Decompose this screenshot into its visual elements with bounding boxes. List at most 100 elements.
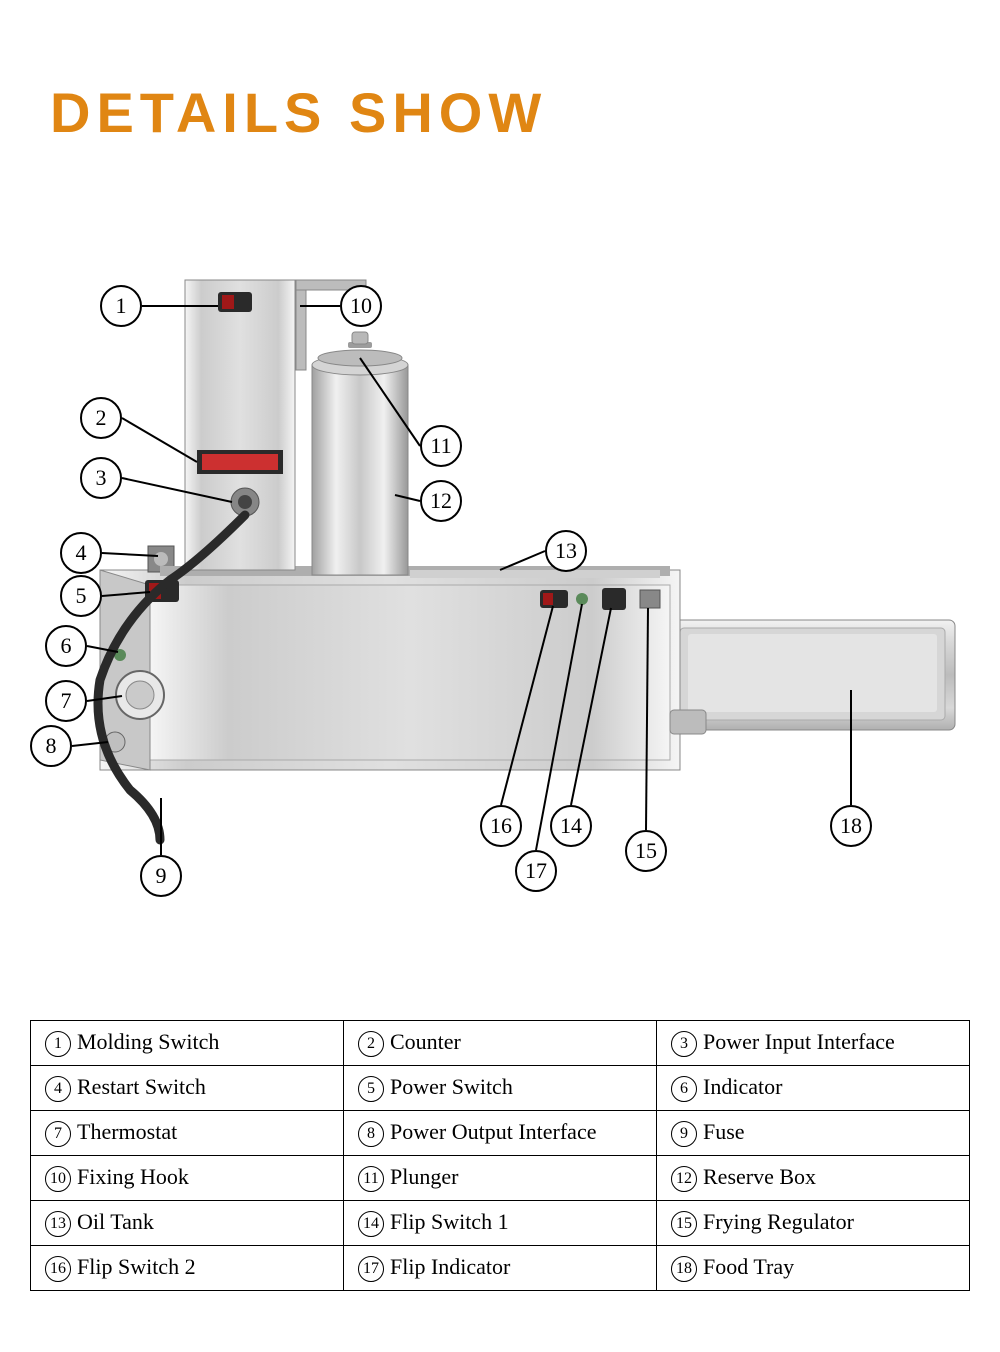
callout-badge-9: 9	[140, 855, 182, 897]
callout: 14	[550, 805, 592, 847]
legend-cell: 8Power Output Interface	[344, 1110, 657, 1155]
legend-num: 6	[671, 1076, 697, 1102]
table-row: 10Fixing Hook 11Plunger 12Reserve Box	[31, 1155, 970, 1200]
legend-cell: 15Frying Regulator	[657, 1200, 970, 1245]
callout: 2	[80, 397, 122, 439]
legend-cell: 6Indicator	[657, 1065, 970, 1110]
legend-cell: 18Food Tray	[657, 1245, 970, 1290]
callout-badge-7: 7	[45, 680, 87, 722]
legend-label: Frying Regulator	[703, 1209, 854, 1234]
legend-cell: 14Flip Switch 1	[344, 1200, 657, 1245]
legend-label: Oil Tank	[77, 1209, 154, 1234]
callout: 3	[80, 457, 122, 499]
callout-badge-18: 18	[830, 805, 872, 847]
callout-badge-11: 11	[420, 425, 462, 467]
legend-cell: 16Flip Switch 2	[31, 1245, 344, 1290]
legend-cell: 12Reserve Box	[657, 1155, 970, 1200]
callout: 1	[100, 285, 142, 327]
legend-cell: 7Thermostat	[31, 1110, 344, 1155]
callout-badge-5: 5	[60, 575, 102, 617]
legend-cell: 3Power Input Interface	[657, 1021, 970, 1066]
legend-cell: 11Plunger	[344, 1155, 657, 1200]
legend-label: Plunger	[390, 1164, 458, 1189]
legend-num: 13	[45, 1211, 71, 1237]
legend-label: Reserve Box	[703, 1164, 816, 1189]
legend-cell: 5Power Switch	[344, 1065, 657, 1110]
callout-badge-6: 6	[45, 625, 87, 667]
legend-num: 7	[45, 1121, 71, 1147]
title-row: DETAILS SHOW	[50, 80, 547, 145]
callout: 10	[340, 285, 382, 327]
callout-badge-17: 17	[515, 850, 557, 892]
legend-num: 17	[358, 1256, 384, 1282]
legend-label: Molding Switch	[77, 1029, 219, 1054]
table-row: 7Thermostat 8Power Output Interface 9Fus…	[31, 1110, 970, 1155]
legend-cell: 9Fuse	[657, 1110, 970, 1155]
legend-num: 2	[358, 1031, 384, 1057]
legend-cell: 1Molding Switch	[31, 1021, 344, 1066]
page-title: DETAILS SHOW	[50, 80, 547, 145]
callout: 15	[625, 830, 667, 872]
legend-label: Power Input Interface	[703, 1029, 895, 1054]
callout-badge-12: 12	[420, 480, 462, 522]
legend-num: 4	[45, 1076, 71, 1102]
callout-badge-4: 4	[60, 532, 102, 574]
legend-label: Fixing Hook	[77, 1164, 189, 1189]
legend-label: Power Output Interface	[390, 1119, 596, 1144]
callout-badge-10: 10	[340, 285, 382, 327]
callout-badge-16: 16	[480, 805, 522, 847]
callout: 11	[420, 425, 462, 467]
legend-num: 16	[45, 1256, 71, 1282]
title-dots: . . . . . . . . . . . . . . . . . . . . …	[370, 146, 970, 148]
legend-label: Counter	[390, 1029, 461, 1054]
legend-label: Flip Switch 2	[77, 1254, 196, 1279]
callout: 18	[830, 805, 872, 847]
legend-label: Flip Indicator	[390, 1254, 510, 1279]
callout: 16	[480, 805, 522, 847]
callout: 4	[60, 532, 102, 574]
table-row: 1Molding Switch 2Counter 3Power Input In…	[31, 1021, 970, 1066]
table-row: 13Oil Tank 14Flip Switch 1 15Frying Regu…	[31, 1200, 970, 1245]
table-row: 4Restart Switch 5Power Switch 6Indicator	[31, 1065, 970, 1110]
callout-badge-14: 14	[550, 805, 592, 847]
callout: 12	[420, 480, 462, 522]
legend-body: 1Molding Switch 2Counter 3Power Input In…	[31, 1021, 970, 1291]
legend-num: 5	[358, 1076, 384, 1102]
table-row: 16Flip Switch 2 17Flip Indicator 18Food …	[31, 1245, 970, 1290]
legend-label: Flip Switch 1	[390, 1209, 509, 1234]
legend-label: Indicator	[703, 1074, 782, 1099]
diagram-area: 1 2 3 4 5 6 7 8 9 10 11 12 13 14 15 16 1…	[0, 250, 1000, 930]
callout: 9	[140, 855, 182, 897]
callout-badge-1: 1	[100, 285, 142, 327]
callout: 6	[45, 625, 87, 667]
legend-num: 8	[358, 1121, 384, 1147]
legend-cell: 17Flip Indicator	[344, 1245, 657, 1290]
legend-cell: 13Oil Tank	[31, 1200, 344, 1245]
callout: 8	[30, 725, 72, 767]
callout: 5	[60, 575, 102, 617]
callout: 7	[45, 680, 87, 722]
legend-num: 11	[358, 1166, 384, 1192]
callout-badge-8: 8	[30, 725, 72, 767]
callout-badge-13: 13	[545, 530, 587, 572]
legend-label: Power Switch	[390, 1074, 513, 1099]
legend-num: 10	[45, 1166, 71, 1192]
legend-num: 15	[671, 1211, 697, 1237]
legend-label: Fuse	[703, 1119, 745, 1144]
legend-num: 14	[358, 1211, 384, 1237]
legend-table: 1Molding Switch 2Counter 3Power Input In…	[30, 1020, 970, 1291]
callout: 17	[515, 850, 557, 892]
legend-label: Restart Switch	[77, 1074, 206, 1099]
legend-num: 3	[671, 1031, 697, 1057]
legend-num: 1	[45, 1031, 71, 1057]
callout-badge-15: 15	[625, 830, 667, 872]
legend-label: Food Tray	[703, 1254, 794, 1279]
legend-cell: 10Fixing Hook	[31, 1155, 344, 1200]
legend-cell: 2Counter	[344, 1021, 657, 1066]
callout-badge-3: 3	[80, 457, 122, 499]
legend-num: 12	[671, 1166, 697, 1192]
callout-badge-2: 2	[80, 397, 122, 439]
callout: 13	[545, 530, 587, 572]
legend-cell: 4Restart Switch	[31, 1065, 344, 1110]
legend-label: Thermostat	[77, 1119, 177, 1144]
